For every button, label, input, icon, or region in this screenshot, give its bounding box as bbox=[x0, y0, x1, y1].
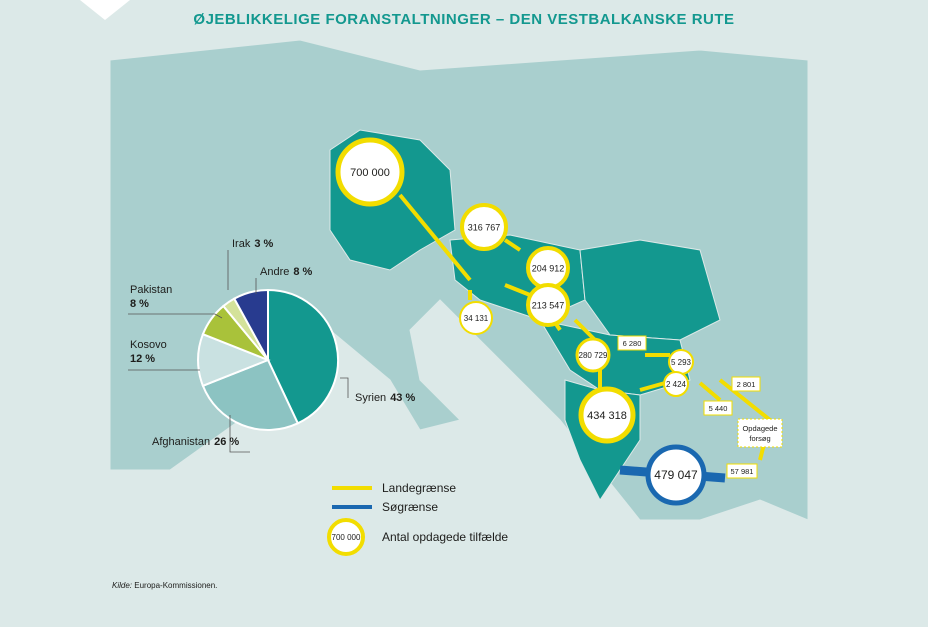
marker-box-line: Opdagede bbox=[742, 424, 777, 433]
marker-circle bbox=[578, 386, 636, 444]
legend-circle-label: Antal opdagede tilfælde bbox=[382, 530, 508, 544]
legend-circle bbox=[327, 518, 365, 556]
marker-circle bbox=[459, 301, 493, 335]
title: ØJEBLIKKELIGE FORANSTALTNINGER – DEN VES… bbox=[193, 11, 734, 28]
marker-circle bbox=[335, 137, 405, 207]
marker-box bbox=[617, 335, 647, 351]
marker-label: 213 547 bbox=[532, 300, 565, 310]
legend-land: Landegrænse bbox=[382, 481, 456, 495]
marker-box bbox=[737, 418, 783, 448]
pie-label-name: Irak bbox=[232, 238, 251, 250]
marker-label: 280 729 bbox=[579, 351, 608, 360]
pie-label: Afghanistan 26 % bbox=[152, 436, 239, 448]
legend-circle-sample: 700 000 bbox=[332, 533, 361, 542]
pie-label-value: 8 % bbox=[293, 266, 312, 278]
markers: 700 000 316 767 204 912 213 547 34 131 280 72… bbox=[335, 137, 783, 506]
pie-label-value: 43 % bbox=[390, 392, 415, 404]
marker-circle bbox=[526, 283, 570, 327]
marker-label: 204 912 bbox=[532, 263, 565, 273]
pie-label-name: Kosovo bbox=[130, 339, 167, 351]
source: Kilde: Europa-Kommissionen. bbox=[112, 581, 217, 590]
marker-label: 700 000 bbox=[350, 167, 390, 179]
marker-label: 34 131 bbox=[464, 314, 489, 323]
marker-label: 434 318 bbox=[587, 410, 627, 422]
legend-sea: Søgrænse bbox=[382, 500, 438, 514]
pie-label-name: Andre bbox=[260, 266, 289, 278]
pie-label: Kosovo 12 % bbox=[130, 339, 167, 365]
pie-slice bbox=[201, 358, 300, 431]
pie-label: Irak 3 % bbox=[232, 238, 274, 250]
marker-box-label: Opdagede forsøg bbox=[742, 424, 777, 443]
leader-line bbox=[340, 377, 349, 398]
source-text: Europa-Kommissionen. bbox=[134, 581, 217, 590]
leader-line bbox=[128, 313, 223, 319]
pie-label-name: Pakistan bbox=[130, 284, 172, 296]
marker-box bbox=[703, 400, 733, 416]
legend: Landegrænse Søgrænse 700 000 Antal opdag… bbox=[327, 481, 508, 556]
pie-label-value: 8 % bbox=[130, 298, 149, 310]
marker-label: 316 767 bbox=[468, 222, 501, 232]
marker-circle bbox=[663, 371, 689, 397]
pie-chart: Syrien 43 % Afghanistan 26 % Kosovo 12 % Pakis… bbox=[128, 238, 415, 453]
marker-box-line: forsøg bbox=[749, 434, 770, 443]
corner-mark bbox=[80, 0, 130, 20]
pie-label: Andre 8 % bbox=[260, 266, 313, 278]
marker-label: 2 424 bbox=[666, 380, 687, 389]
pie-label-value: 26 % bbox=[214, 436, 239, 448]
pie-label-name: Afghanistan bbox=[152, 436, 210, 448]
marker-box bbox=[731, 376, 761, 392]
marker-box-label: 6 280 bbox=[623, 339, 642, 348]
leader-line bbox=[229, 415, 250, 453]
marker-box bbox=[726, 463, 758, 479]
pie-label: Syrien 43 % bbox=[355, 392, 415, 404]
pie-label: Pakistan 8 % bbox=[130, 284, 172, 310]
marker-box-label: 2 801 bbox=[737, 380, 756, 389]
marker-circle bbox=[575, 337, 611, 373]
pie-label-value: 3 % bbox=[254, 238, 273, 250]
pie-slice bbox=[232, 288, 269, 361]
pie-label-value: 12 % bbox=[130, 353, 155, 365]
source-prefix: Kilde: bbox=[112, 581, 132, 590]
marker-circle bbox=[645, 444, 707, 506]
marker-box-label: 5 440 bbox=[709, 404, 728, 413]
pie-label-name: Syrien bbox=[355, 392, 386, 404]
marker-label: 5 293 bbox=[671, 358, 692, 367]
marker-circle bbox=[460, 203, 508, 251]
marker-label: 479 047 bbox=[654, 468, 698, 482]
pie-slice bbox=[267, 288, 339, 425]
marker-box-label: 57 981 bbox=[731, 467, 754, 476]
